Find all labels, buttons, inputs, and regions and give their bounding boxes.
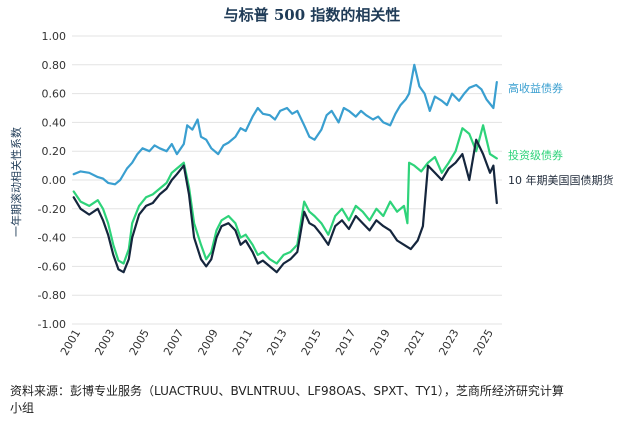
x-tick-label: 2005 — [127, 327, 152, 358]
source-line-2: 小组 — [10, 401, 35, 415]
y-tick-label: -0.20 — [38, 203, 66, 216]
x-tick-label: 2025 — [471, 327, 496, 358]
x-axis-ticks: 2001 2003 2005 2007 2009 2011 2013 2015 2017 2019… — [58, 327, 496, 358]
x-tick-label: 2019 — [368, 327, 393, 358]
series-line-2 — [72, 138, 498, 274]
y-tick-label: 0.20 — [42, 145, 67, 158]
x-tick-label: 2013 — [264, 327, 289, 358]
x-tick-label: 2011 — [230, 327, 255, 358]
y-tick-label: 0.60 — [42, 88, 67, 101]
correlation-chart: 与标普 500 指数的相关性 1.00 0.80 0.60 0.40 0.20 0.00 -… — [9, 6, 614, 358]
x-tick-label: 2015 — [299, 327, 324, 358]
legend-label: 10 年期美国国债期货 — [508, 173, 614, 187]
legend-label: 投资级债券 — [508, 148, 563, 162]
y-tick-label: -0.80 — [38, 289, 66, 302]
series-lines — [72, 63, 498, 274]
x-tick-label: 2003 — [92, 327, 117, 358]
source-line-1: 资料来源：彭博专业服务（LUACTRUU、BVLNTRUU、LF98OAS、SP… — [10, 384, 564, 398]
y-tick-label: -0.60 — [38, 260, 66, 273]
y-tick-label: 1.00 — [42, 30, 67, 43]
grid — [72, 35, 502, 325]
x-tick-label: 2017 — [333, 327, 358, 358]
x-tick-label: 2001 — [58, 327, 83, 358]
y-tick-label: 0.80 — [42, 59, 67, 72]
y-tick-label: -1.00 — [38, 318, 66, 331]
y-tick-label: -0.40 — [38, 232, 66, 245]
legend-label: 高收益债券 — [508, 81, 563, 95]
y-tick-label: 0.40 — [42, 116, 67, 129]
series-line-1 — [72, 124, 498, 265]
y-axis-label: 一年期滚动相关性系数 — [9, 127, 23, 237]
y-axis-ticks: 1.00 0.80 0.60 0.40 0.20 0.00 -0.20 -0.40 -0.60 -… — [38, 30, 66, 331]
chart-title: 与标普 500 指数的相关性 — [224, 6, 401, 24]
x-tick-label: 2023 — [436, 327, 461, 358]
y-tick-label: 0.00 — [42, 174, 67, 187]
x-tick-label: 2009 — [196, 327, 221, 358]
x-tick-label: 2021 — [402, 327, 427, 358]
x-tick-label: 2007 — [161, 327, 186, 358]
source-note: 资料来源：彭博专业服务（LUACTRUU、BVLNTRUU、LF98OAS、SP… — [10, 383, 620, 417]
series-line-0 — [72, 63, 498, 186]
